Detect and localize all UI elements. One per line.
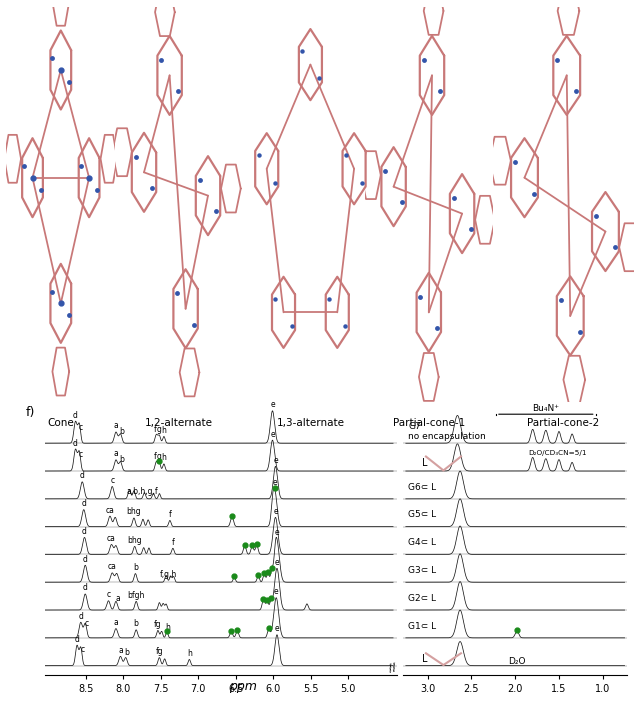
Text: ca: ca	[107, 534, 116, 543]
Text: c: c	[79, 450, 83, 460]
Text: G6⊂ L: G6⊂ L	[408, 482, 436, 492]
Text: b: b	[124, 648, 129, 657]
Text: c: c	[79, 423, 83, 432]
Text: h: h	[187, 649, 192, 658]
Text: L: L	[422, 654, 428, 664]
Text: g: g	[157, 452, 162, 461]
Text: d: d	[78, 612, 83, 620]
Text: bhg: bhg	[127, 508, 141, 516]
Text: e: e	[275, 558, 279, 567]
Text: Partial-cone-2: Partial-cone-2	[527, 418, 599, 428]
Text: Partial-cone-1: Partial-cone-1	[393, 418, 465, 428]
Text: G5⊂ L: G5⊂ L	[408, 510, 436, 519]
Text: a: a	[113, 449, 118, 458]
Text: G1⊂ L: G1⊂ L	[408, 622, 436, 630]
Text: b: b	[120, 427, 124, 436]
Text: a: a	[115, 595, 120, 603]
Text: e: e	[273, 478, 277, 488]
Text: Cone: Cone	[47, 418, 74, 428]
Text: a,b,h,g,f: a,b,h,g,f	[126, 488, 158, 496]
Text: e: e	[275, 528, 279, 537]
Text: d: d	[81, 499, 86, 508]
Text: ppm: ppm	[229, 680, 257, 693]
Text: fg: fg	[156, 647, 163, 656]
Text: a: a	[113, 618, 118, 627]
Text: d: d	[83, 555, 88, 564]
Text: c: c	[106, 590, 111, 600]
Text: f: f	[168, 510, 172, 519]
Text: f: f	[154, 425, 157, 434]
Text: d: d	[83, 584, 88, 592]
Text: f): f)	[26, 406, 35, 419]
Text: f,g,h: f,g,h	[160, 569, 177, 579]
Text: fg: fg	[154, 620, 162, 629]
Text: e: e	[274, 587, 278, 596]
Text: h: h	[165, 623, 170, 632]
Text: g: g	[157, 424, 162, 434]
Text: c: c	[110, 476, 115, 485]
Text: a: a	[113, 421, 118, 431]
Text: d: d	[80, 471, 84, 480]
Text: h: h	[161, 426, 166, 435]
Text: L: L	[422, 458, 428, 468]
Text: ca: ca	[106, 505, 115, 515]
Text: e: e	[270, 429, 275, 439]
Text: b: b	[120, 455, 124, 464]
Text: d: d	[75, 635, 79, 643]
Text: d: d	[82, 527, 87, 536]
Text: e: e	[275, 624, 279, 633]
Text: c: c	[80, 645, 84, 654]
Text: e: e	[270, 400, 275, 409]
Text: G2⊂ L: G2⊂ L	[408, 594, 436, 603]
Text: c: c	[84, 619, 89, 628]
Text: Bu₄N⁺: Bu₄N⁺	[532, 404, 559, 413]
Text: e: e	[273, 507, 278, 516]
Text: h: h	[161, 453, 166, 462]
Text: f: f	[172, 538, 174, 546]
Text: D₂O/CD₃CN=5/1: D₂O/CD₃CN=5/1	[528, 449, 586, 455]
Text: d: d	[73, 439, 78, 447]
Text: 1,2-alternate: 1,2-alternate	[145, 418, 213, 428]
Text: f: f	[154, 452, 157, 462]
Text: D₂O: D₂O	[508, 658, 525, 666]
Text: G7
no encapsulation: G7 no encapsulation	[408, 421, 486, 441]
Text: b: b	[134, 620, 139, 628]
Text: //: //	[388, 663, 398, 674]
Text: e: e	[273, 456, 278, 465]
Text: d: d	[73, 411, 78, 420]
Text: G3⊂ L: G3⊂ L	[408, 566, 436, 575]
Text: b: b	[133, 563, 138, 572]
Text: a: a	[118, 645, 123, 655]
Text: ca: ca	[108, 562, 116, 572]
Text: 1,3-alternate: 1,3-alternate	[276, 418, 344, 428]
Text: bfgh: bfgh	[127, 591, 145, 600]
Text: bhg: bhg	[127, 536, 142, 545]
Text: G4⊂ L: G4⊂ L	[408, 538, 436, 547]
